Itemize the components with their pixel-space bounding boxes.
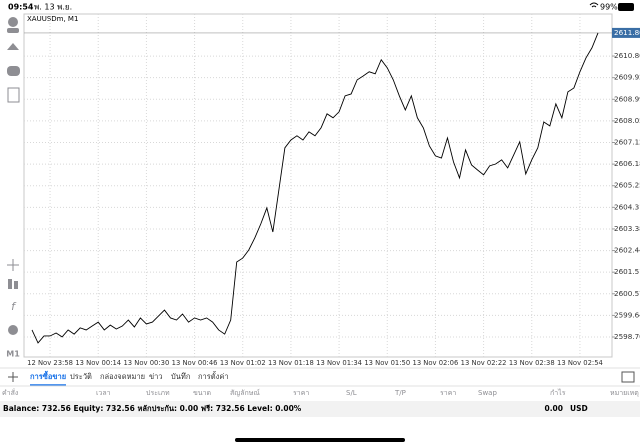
- column-header: หมายเหตุ: [610, 389, 639, 397]
- y-tick-label: 2604.315: [614, 202, 640, 211]
- tab[interactable]: ประวัติ: [70, 372, 92, 381]
- y-tick-label: 2608.990: [614, 94, 640, 103]
- account-icon-body: [7, 28, 19, 33]
- last-price-label: 2611.862: [614, 28, 640, 37]
- y-tick-label: 2599.640: [614, 310, 640, 319]
- y-tick-label: 2603.380: [614, 224, 640, 233]
- x-tick-label: 13 Nov 00:30: [123, 359, 169, 367]
- status-battery: 99%: [600, 3, 618, 12]
- wifi-icon: [589, 2, 599, 8]
- table-header: คำสั่ง เวลา ประเภท ขนาด สัญลักษณ์ ราคา S/L T/P ร…: [2, 388, 639, 397]
- column-header: Swap: [478, 389, 497, 397]
- account-icon[interactable]: [8, 17, 18, 27]
- add-icon[interactable]: [8, 372, 18, 382]
- last-price-box: [612, 27, 640, 38]
- currency: USD: [570, 404, 588, 413]
- candles-icon-b: [14, 281, 18, 289]
- column-header: T/P: [394, 389, 406, 397]
- column-header: S/L: [346, 389, 357, 397]
- trade-icon[interactable]: [7, 43, 19, 50]
- y-tick-label: 2610.860: [614, 51, 640, 60]
- x-tick-label: 13 Nov 01:34: [316, 359, 362, 367]
- chart: 2598.705 2599.640 2600.575 2601.510 2602.445…: [24, 14, 640, 367]
- chat-icon[interactable]: [7, 66, 20, 76]
- chart-title: XAUUSDm, M1: [27, 15, 78, 23]
- status-date: พ. 13 พ.ย.: [34, 3, 72, 12]
- layout-icon[interactable]: [621, 371, 635, 383]
- column-header: คำสั่ง: [2, 388, 18, 397]
- x-tick-label: 13 Nov 01:50: [364, 359, 410, 367]
- tab[interactable]: การตั้งค่า: [198, 371, 229, 381]
- x-tick-label: 13 Nov 02:06: [413, 359, 459, 367]
- tab[interactable]: ข่าว: [149, 372, 163, 381]
- timeframe-label[interactable]: M1: [6, 350, 20, 359]
- indicator-icon[interactable]: f: [11, 300, 17, 313]
- new-order-icon[interactable]: [7, 87, 20, 103]
- x-tick-label: 13 Nov 02:38: [509, 359, 555, 367]
- column-header: เวลา: [96, 389, 111, 397]
- tab[interactable]: บันทึก: [171, 372, 190, 381]
- column-header: ประเภท: [146, 389, 170, 397]
- total-profit: 0.00: [544, 404, 563, 413]
- status-time: 09:54: [8, 3, 34, 12]
- y-tick-label: 2609.925: [614, 73, 640, 82]
- y-tick-label: 2601.510: [614, 267, 640, 276]
- candles-icon[interactable]: [8, 279, 12, 289]
- x-tick-label: 12 Nov 23:58: [27, 359, 73, 367]
- x-tick-label: 13 Nov 02:54: [557, 359, 603, 367]
- x-tick-label: 13 Nov 01:18: [268, 359, 314, 367]
- column-header: สัญลักษณ์: [230, 389, 260, 397]
- left-toolbar: f: [7, 17, 20, 335]
- home-indicator: [235, 438, 405, 442]
- tab[interactable]: กล่องจดหมาย: [100, 372, 145, 381]
- objects-icon[interactable]: [8, 325, 18, 335]
- column-header: ราคา: [293, 389, 309, 397]
- y-tick-label: 2608.055: [614, 116, 640, 125]
- account-summary: Balance: 732.56 Equity: 732.56 หลักประกั…: [3, 404, 302, 413]
- x-tick-label: 13 Nov 02:22: [461, 359, 507, 367]
- tabs: การซื้อขาย ประวัติ กล่องจดหมาย ข่าว บันทึก กา…: [30, 370, 229, 386]
- crosshair-icon[interactable]: [7, 259, 19, 271]
- column-header: กำไร: [550, 388, 566, 397]
- tab[interactable]: การซื้อขาย: [30, 370, 66, 381]
- y-tick-label: 2602.445: [614, 246, 640, 255]
- y-tick-label: 2600.575: [614, 289, 640, 298]
- y-tick-label: 2605.250: [614, 181, 640, 190]
- column-header: ราคา: [440, 389, 456, 397]
- x-tick-label: 13 Nov 00:46: [172, 359, 218, 367]
- column-header: ขนาด: [193, 389, 211, 397]
- y-tick-label: 2607.120: [614, 138, 640, 147]
- x-tick-label: 13 Nov 00:14: [75, 359, 121, 367]
- price-line: [31, 32, 599, 344]
- y-tick-label: 2598.705: [614, 332, 640, 341]
- battery-icon: [618, 3, 634, 11]
- y-tick-label: 2606.185: [614, 159, 640, 168]
- summary-row: [0, 401, 640, 417]
- x-tick-label: 13 Nov 01:02: [220, 359, 266, 367]
